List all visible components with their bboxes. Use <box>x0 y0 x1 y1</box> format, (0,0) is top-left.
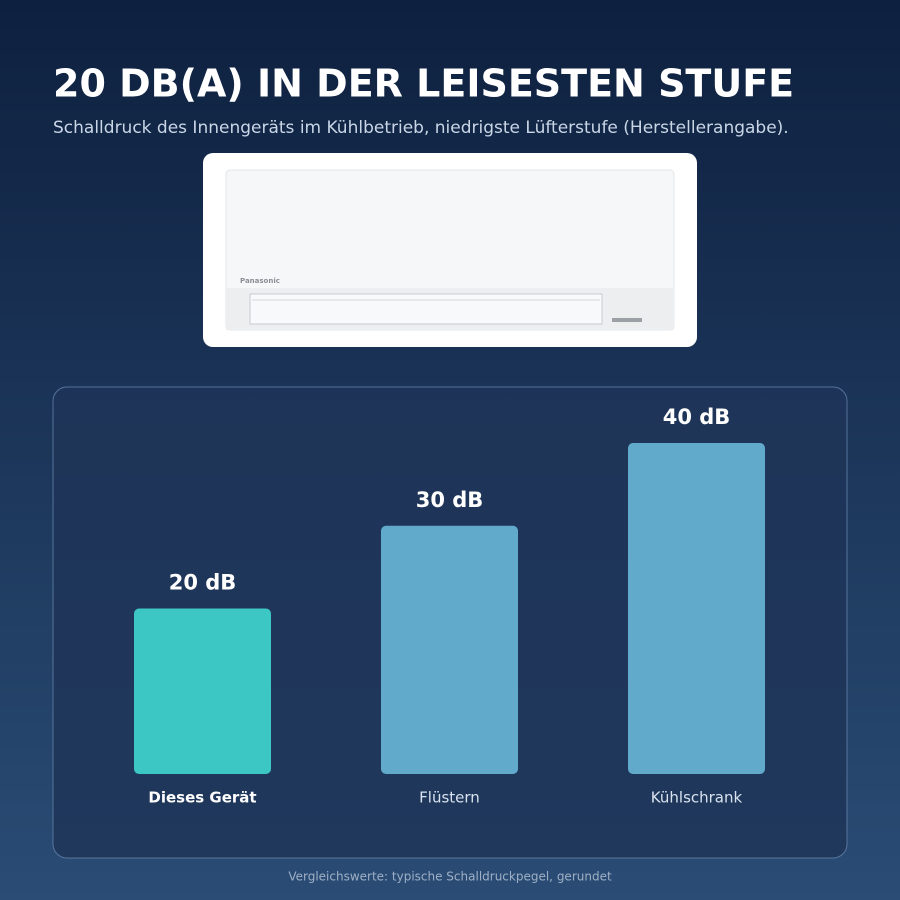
category-label: Dieses Gerät <box>148 789 256 807</box>
category-label: Flüstern <box>419 789 480 807</box>
bar <box>134 608 271 774</box>
product-image <box>203 153 697 347</box>
bar <box>381 525 518 774</box>
subtitle: Schalldruck des Innengeräts im Kühlbetri… <box>53 118 789 138</box>
footnote: Vergleichswerte: typische Schalldruckpeg… <box>288 870 612 884</box>
value-label: 40 dB <box>663 405 731 429</box>
category-label: Kühlschrank <box>651 789 743 807</box>
product-brand: Panasonic <box>240 277 280 285</box>
value-label: 30 dB <box>416 488 484 512</box>
bar <box>628 443 765 774</box>
value-label: 20 dB <box>169 571 237 595</box>
chart-title: 20 DB(A) IN DER LEISESTEN STUFE <box>53 62 794 106</box>
